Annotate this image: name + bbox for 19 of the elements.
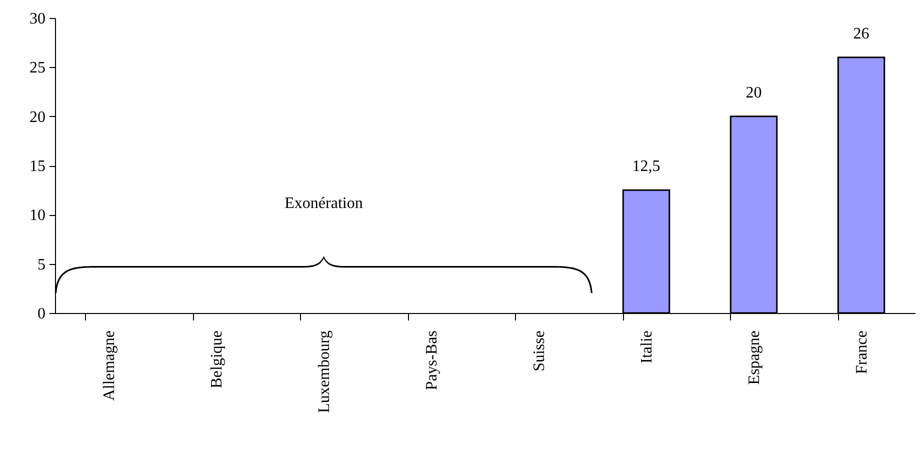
y-tick-label: 30 bbox=[30, 10, 46, 28]
x-tick-label: Italie bbox=[638, 330, 656, 364]
data-label: 20 bbox=[746, 84, 762, 102]
x-tick-label: Suisse bbox=[530, 330, 548, 372]
y-tick-label: 15 bbox=[30, 158, 46, 175]
y-tick-label: 0 bbox=[38, 306, 46, 322]
y-tick-label: 5 bbox=[38, 256, 46, 274]
x-tick-label: Belgique bbox=[208, 330, 226, 388]
y-tick-label: 10 bbox=[30, 207, 46, 224]
data-label: 26 bbox=[853, 25, 870, 42]
x-tick-label: Luxembourg bbox=[316, 330, 333, 413]
x-tick-label: Espagne bbox=[746, 330, 763, 385]
data-label: 12,5 bbox=[632, 158, 660, 176]
annotation: Exonération bbox=[284, 195, 363, 212]
x-tick-label: France bbox=[853, 330, 870, 374]
y-tick-label: 25 bbox=[30, 60, 46, 77]
y-tick-label: 20 bbox=[30, 108, 46, 126]
x-tick-label: Pays-Bas bbox=[423, 330, 440, 390]
x-tick-label: Allemagne bbox=[100, 330, 118, 401]
